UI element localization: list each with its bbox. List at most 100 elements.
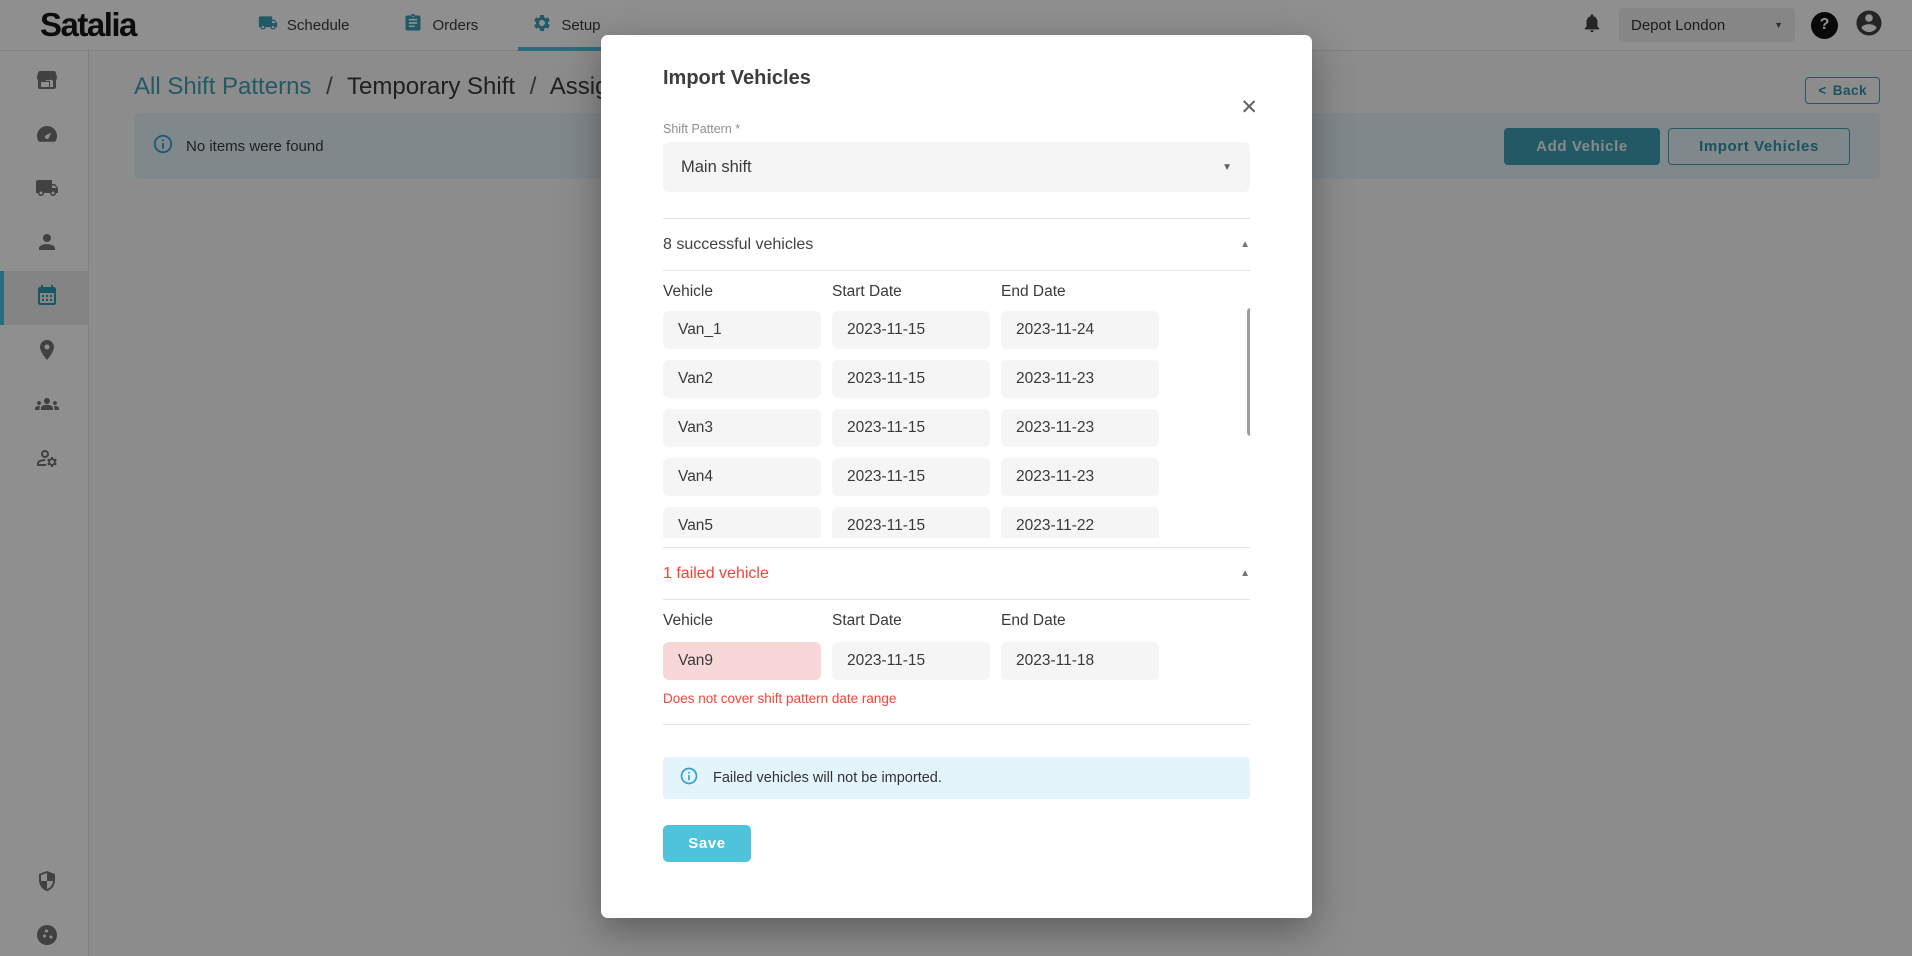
start-date-cell: 2023-11-15 <box>832 311 990 349</box>
end-date-cell: 2023-11-23 <box>1001 458 1159 496</box>
vehicle-cell-failed: Van9 <box>663 642 821 680</box>
sidebar-item-depot[interactable] <box>0 55 89 109</box>
nav-right-group: Depot London ▼ ? <box>1581 8 1884 43</box>
validation-error-message: Does not cover shift pattern date range <box>663 691 897 706</box>
chevron-down-icon: ▼ <box>1222 161 1232 173</box>
start-date-cell: 2023-11-15 <box>832 409 990 447</box>
nav-label-orders: Orders <box>432 16 479 34</box>
manage-accounts-icon <box>35 446 59 475</box>
sidebar-item-cookies[interactable] <box>0 910 89 956</box>
back-button[interactable]: < Back <box>1805 77 1880 104</box>
failed-vehicles-label: 1 failed vehicle <box>663 564 769 582</box>
collapse-arrow-icon[interactable]: ▲ <box>1240 568 1250 579</box>
storefront-icon <box>35 68 59 97</box>
end-date-cell: 2023-11-23 <box>1001 409 1159 447</box>
table-row: Van5 2023-11-15 2023-11-22 <box>663 507 1250 538</box>
start-date-cell: 2023-11-15 <box>832 458 990 496</box>
dashboard-gauge-icon <box>35 122 59 151</box>
chevron-down-icon: ▼ <box>1774 20 1783 30</box>
end-date-cell: 2023-11-22 <box>1001 507 1159 538</box>
add-vehicle-button[interactable]: Add Vehicle <box>1504 127 1660 165</box>
breadcrumb-item-temporary-shift: Temporary Shift <box>347 73 516 100</box>
scrollbar-thumb[interactable] <box>1247 308 1250 436</box>
sidebar-item-privacy[interactable] <box>0 856 89 910</box>
nav-item-setup[interactable]: Setup <box>518 0 615 51</box>
nav-item-schedule[interactable]: Schedule <box>244 0 364 51</box>
vehicle-cell: Van_1 <box>663 311 821 349</box>
truck-icon <box>258 13 278 37</box>
failed-table-header: Vehicle Start Date End Date <box>663 612 1250 630</box>
sidebar-item-dashboard[interactable] <box>0 109 89 163</box>
satalia-logo[interactable]: Satalia <box>40 6 137 43</box>
breadcrumb-separator: / <box>326 73 333 100</box>
column-header-end-date: End Date <box>1001 612 1066 629</box>
import-vehicles-dialog: ✕ Import Vehicles Shift Pattern * Main s… <box>601 35 1312 918</box>
column-header-start-date: Start Date <box>832 612 902 629</box>
groups-icon <box>34 392 59 421</box>
truck-icon <box>35 176 59 205</box>
info-icon <box>152 133 174 160</box>
successful-vehicles-label: 8 successful vehicles <box>663 235 814 253</box>
vehicle-cell: Van5 <box>663 507 821 538</box>
sidebar-item-drivers[interactable] <box>0 217 89 271</box>
sidebar-item-users[interactable] <box>0 433 89 487</box>
sidebar-item-vehicles[interactable] <box>0 163 89 217</box>
banner-actions: Add Vehicle Import Vehicles <box>1504 127 1862 165</box>
collapse-arrow-icon[interactable]: ▲ <box>1240 239 1250 250</box>
sidebar-item-teams[interactable] <box>0 379 89 433</box>
depot-selector-value: Depot London <box>1631 16 1726 34</box>
calendar-icon <box>35 284 59 313</box>
success-table-header: Vehicle Start Date End Date <box>663 283 1250 301</box>
divider <box>663 724 1250 725</box>
column-header-vehicle: Vehicle <box>663 283 713 300</box>
close-icon[interactable]: ✕ <box>1240 96 1258 119</box>
sidebar-item-locations[interactable] <box>0 325 89 379</box>
divider <box>663 270 1250 271</box>
start-date-cell: 2023-11-15 <box>832 507 990 538</box>
nav-label-setup: Setup <box>561 16 601 34</box>
account-circle-icon[interactable] <box>1854 8 1884 43</box>
back-button-label: Back <box>1832 83 1867 98</box>
column-header-vehicle: Vehicle <box>663 612 713 629</box>
breadcrumb: All Shift Patterns / Temporary Shift / A… <box>134 73 622 101</box>
divider <box>663 218 1250 219</box>
end-date-cell: 2023-11-24 <box>1001 311 1159 349</box>
vehicle-cell: Van4 <box>663 458 821 496</box>
shift-pattern-select[interactable]: Main shift ▼ <box>663 142 1250 192</box>
failed-vehicles-header[interactable]: 1 failed vehicle ▲ <box>663 548 1250 599</box>
gear-icon <box>532 13 552 37</box>
successful-vehicles-header[interactable]: 8 successful vehicles ▲ <box>663 219 1250 270</box>
import-vehicles-button[interactable]: Import Vehicles <box>1668 127 1850 165</box>
chevron-left-icon: < <box>1818 83 1827 98</box>
help-button[interactable]: ? <box>1811 11 1838 39</box>
vehicle-cell: Van3 <box>663 409 821 447</box>
divider <box>663 547 1250 548</box>
vehicle-cell: Van2 <box>663 360 821 398</box>
shield-icon <box>35 869 59 898</box>
depot-selector[interactable]: Depot London ▼ <box>1619 8 1795 42</box>
failed-import-note: Failed vehicles will not be imported. <box>663 757 1250 799</box>
sidebar-item-shift-patterns[interactable] <box>0 271 89 325</box>
success-table-scroll-area[interactable]: Van_1 2023-11-15 2023-11-24 Van2 2023-11… <box>663 301 1250 538</box>
bell-icon[interactable] <box>1581 12 1603 39</box>
failed-import-note-text: Failed vehicles will not be imported. <box>713 770 942 786</box>
left-sidebar <box>0 51 89 956</box>
save-button[interactable]: Save <box>663 825 751 862</box>
sidebar-bottom-group <box>0 856 89 956</box>
start-date-cell: 2023-11-15 <box>832 360 990 398</box>
clipboard-icon <box>403 13 423 37</box>
table-row: Van9 2023-11-15 2023-11-18 <box>663 642 1250 680</box>
shift-pattern-label: Shift Pattern * <box>663 122 741 136</box>
main-nav: Schedule Orders Setup <box>244 0 641 51</box>
breadcrumb-link-all-shift-patterns[interactable]: All Shift Patterns <box>134 73 312 100</box>
nav-item-orders[interactable]: Orders <box>389 0 492 51</box>
dialog-title: Import Vehicles <box>663 67 811 89</box>
info-icon <box>679 766 699 791</box>
table-row: Van4 2023-11-15 2023-11-23 <box>663 458 1250 496</box>
column-header-start-date: Start Date <box>832 283 902 300</box>
banner-message: No items were found <box>186 137 324 155</box>
end-date-cell: 2023-11-23 <box>1001 360 1159 398</box>
cookie-icon <box>35 923 59 952</box>
start-date-cell: 2023-11-15 <box>832 642 990 680</box>
